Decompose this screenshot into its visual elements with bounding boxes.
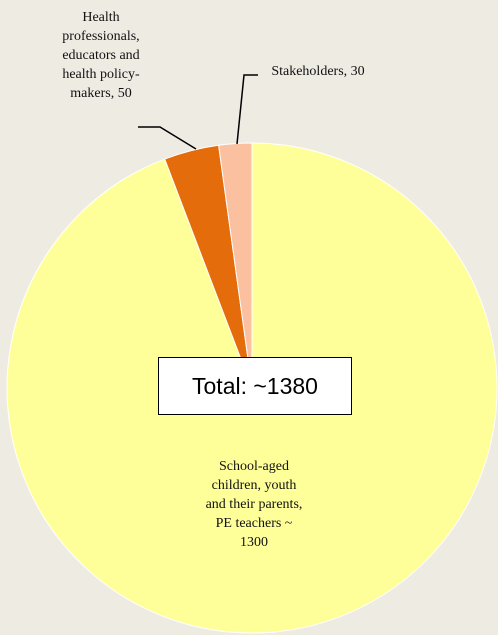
total-box: Total: ~1380 [158, 357, 352, 415]
slice-label: School-aged children, youth and their pa… [205, 459, 303, 550]
leader-line [138, 126, 197, 150]
pie-slice [218, 142, 253, 389]
pie-slice [6, 142, 498, 634]
slice-label: Stakeholders, 30 [271, 64, 365, 79]
slice-label: Health professionals, educators and heal… [62, 10, 140, 101]
annotation: Total: ~1380 [192, 372, 318, 399]
leader-line [236, 74, 258, 145]
